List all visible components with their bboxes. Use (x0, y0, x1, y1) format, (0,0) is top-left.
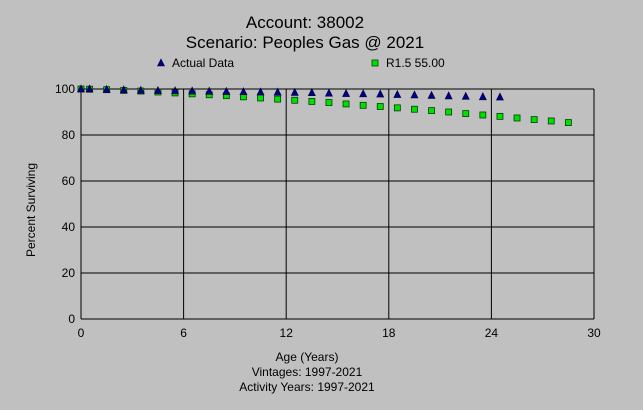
chart-title: Account: 38002 (246, 13, 364, 32)
r15-55-point (326, 100, 332, 106)
actual-data-point (360, 90, 367, 97)
y-tick-label: 20 (62, 266, 76, 280)
footer-vintages: Vintages: 1997-2021 (252, 365, 363, 379)
r15-55-point (377, 103, 383, 109)
footer-activity-years: Activity Years: 1997-2021 (239, 380, 375, 394)
r15-55-point (394, 105, 400, 111)
r15-55-point (565, 120, 571, 126)
r15-55-point (497, 113, 503, 119)
legend-marker-actual-data (158, 59, 165, 66)
r15-55-point (309, 98, 315, 104)
x-axis-label: Age (Years) (276, 350, 339, 364)
x-tick-label: 30 (587, 326, 601, 340)
actual-data-point (343, 90, 350, 97)
y-tick-label: 100 (55, 82, 75, 96)
r15-55-point (275, 96, 281, 102)
r15-55-point (548, 118, 554, 124)
grid (81, 89, 594, 319)
actual-data-point (445, 92, 452, 99)
actual-data-point (479, 93, 486, 100)
r15-55-point (292, 97, 298, 103)
x-tick-label: 0 (78, 326, 85, 340)
x-tick-label: 12 (280, 326, 294, 340)
actual-data-point (462, 92, 469, 99)
actual-data-point (308, 89, 315, 96)
r15-55-point (531, 117, 537, 123)
y-tick-label: 40 (62, 220, 76, 234)
y-tick-label: 60 (62, 174, 76, 188)
y-axis-label: Percent Surviving (24, 163, 38, 257)
r15-55-point (360, 102, 366, 108)
r15-55-point (514, 115, 520, 121)
x-tick-label: 6 (180, 326, 187, 340)
legend-marker-r15-55 (372, 60, 378, 66)
legend-label: R1.5 55.00 (386, 56, 445, 70)
y-tick-label: 80 (62, 128, 76, 142)
actual-data-point (411, 91, 418, 98)
r15-55-point (258, 95, 264, 101)
r15-55-point (343, 101, 349, 107)
legend: Actual Data R1.5 55.00 (158, 56, 446, 70)
chart-subtitle: Scenario: Peoples Gas @ 2021 (186, 33, 424, 52)
x-tick-label: 18 (382, 326, 396, 340)
actual-data-point (496, 93, 503, 100)
legend-label: Actual Data (172, 56, 234, 70)
actual-data-point (325, 89, 332, 96)
data-marks (78, 85, 572, 126)
r15-55-point (429, 108, 435, 114)
y-tick-label: 0 (68, 312, 75, 326)
actual-data-point (206, 87, 213, 94)
actual-data-point (394, 91, 401, 98)
actual-data-point (428, 91, 435, 98)
r15-55-point (411, 106, 417, 112)
r15-55-point (480, 112, 486, 118)
r15-55-point (463, 111, 469, 117)
x-tick-label: 24 (485, 326, 499, 340)
r15-55-point (446, 109, 452, 115)
actual-data-point (377, 90, 384, 97)
